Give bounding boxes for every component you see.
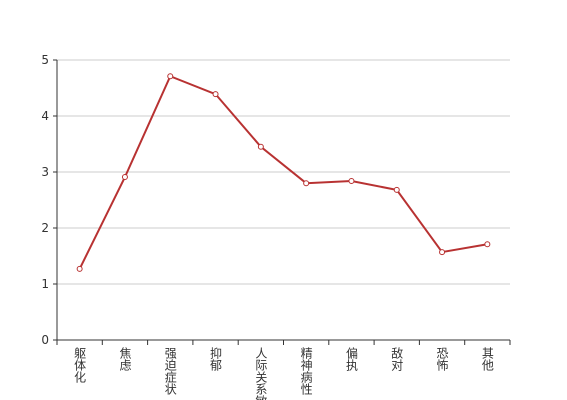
marker: [393, 186, 400, 193]
x-tick-label: 躯体化: [73, 346, 87, 384]
marker: [257, 143, 264, 150]
x-tick-label: 抑郁: [209, 346, 223, 372]
marker: [303, 180, 310, 187]
line: [78, 74, 488, 270]
x-tick-label: 强迫症状: [163, 347, 177, 395]
marker: [439, 249, 446, 256]
y-tick-label: 2: [41, 221, 49, 235]
x-tick-label: 焦虑: [118, 347, 132, 371]
y-tick-label: 1: [41, 277, 49, 291]
marker: [121, 174, 128, 181]
marker: [348, 177, 355, 184]
x-tick-label: 恐怖: [435, 347, 449, 371]
x-tick-label: 偏执: [344, 346, 358, 372]
marker: [212, 91, 219, 98]
y-tick-label: 4: [41, 109, 49, 123]
y-tick-label: 0: [41, 333, 49, 347]
x-tick-label: 其他: [480, 347, 494, 371]
marker: [484, 241, 491, 248]
y-tick-label: 5: [41, 53, 49, 67]
y-tick-label: 3: [41, 165, 49, 179]
x-tick-label: 敌对: [390, 346, 404, 371]
x-tick-label: 人际关系敏感: [254, 347, 268, 400]
marker: [76, 265, 83, 272]
x-tick-label: 精神病性: [299, 347, 313, 396]
marker: [167, 73, 174, 80]
